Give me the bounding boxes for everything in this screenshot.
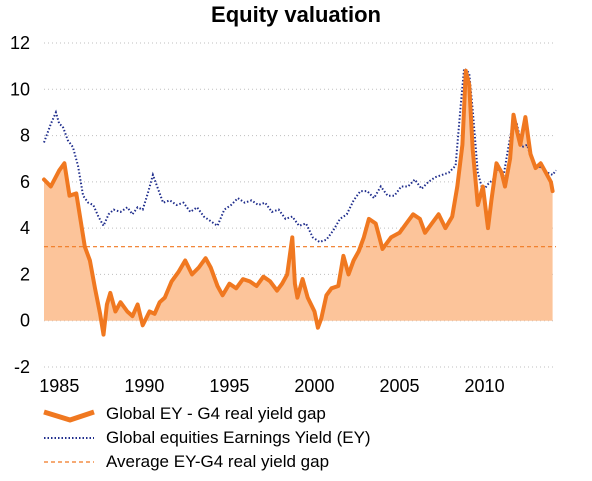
chart-title: Equity valuation: [211, 2, 381, 27]
x-tick-label-2010: 2010: [465, 376, 505, 396]
legend-item-earnings-yield: Global equities Earnings Yield (EY): [40, 426, 560, 450]
earnings-yield-line: [43, 66, 557, 244]
x-tick-label-1985: 1985: [39, 376, 79, 396]
yield-gap-line-layer: [42, 68, 555, 337]
x-tick-labels: 1985 1990 1995 2000 2005 2010: [39, 376, 504, 396]
legend-swatch-earnings-yield: [44, 437, 94, 439]
plot-area: -2 0 2 4 6 8 10 12 1985 1990 1995 2000 2005 2010: [10, 33, 557, 396]
y-tick-label-4: 4: [20, 218, 30, 238]
y-tick-label-6: 6: [20, 172, 30, 192]
legend-swatch-average-gap: [44, 461, 94, 463]
x-tick-label-1995: 1995: [209, 376, 249, 396]
y-tick-label-10: 10: [10, 79, 30, 99]
y-tick-label--2: -2: [14, 357, 30, 377]
legend-label-average-gap: Average EY-G4 real yield gap: [106, 452, 330, 471]
legend-label-yield-gap: Global EY - G4 real yield gap: [106, 404, 326, 423]
y-tick-label-8: 8: [20, 126, 30, 146]
legend-item-average-gap: Average EY-G4 real yield gap: [40, 450, 560, 474]
yield-gap-line: [42, 68, 555, 337]
gridlines: [44, 42, 556, 368]
y-tick-label-2: 2: [20, 264, 30, 284]
yield-gap-area: [44, 70, 553, 335]
area-fill-layer: [44, 70, 553, 335]
legend-item-yield-gap: Global EY - G4 real yield gap: [40, 402, 560, 426]
legend-swatch-yield-gap: [43, 409, 95, 423]
legend: Global EY - G4 real yield gap Global equ…: [40, 402, 560, 474]
x-tick-label-2005: 2005: [379, 376, 419, 396]
legend-label-earnings-yield: Global equities Earnings Yield (EY): [106, 428, 371, 447]
earnings-yield-line-layer: [43, 66, 557, 244]
x-tick-label-1990: 1990: [124, 376, 164, 396]
y-tick-labels: -2 0 2 4 6 8 10 12: [10, 33, 30, 377]
y-tick-label-0: 0: [20, 311, 30, 331]
x-tick-label-2000: 2000: [294, 376, 334, 396]
y-tick-label-12: 12: [10, 33, 30, 53]
